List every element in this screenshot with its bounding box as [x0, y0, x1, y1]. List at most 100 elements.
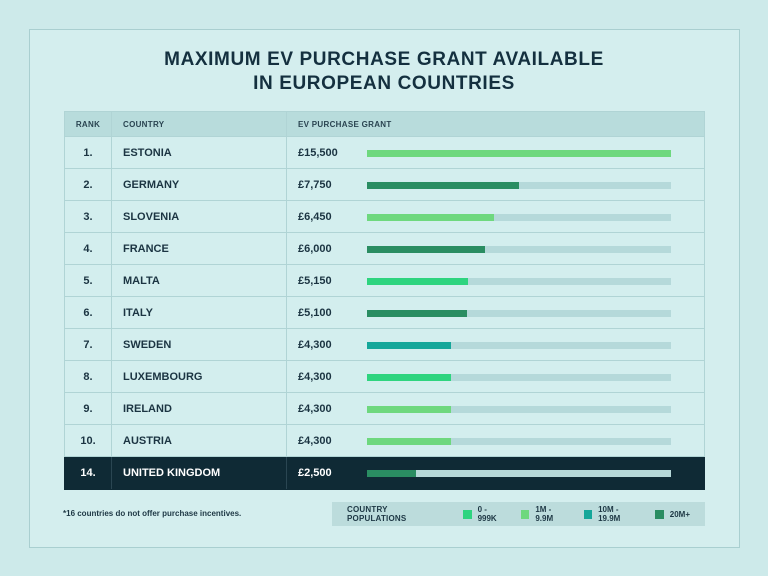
grant-value: £4,300 [298, 402, 332, 415]
grant-cell: £4,300 [287, 361, 704, 392]
table-row: 1. ESTONIA £15,500 [64, 137, 705, 169]
header-grant: EV PURCHASE GRANT [298, 119, 392, 129]
grant-value: £15,500 [298, 146, 338, 159]
rank-cell: 9. [65, 393, 112, 424]
table-row: 6. ITALY £5,100 [64, 297, 705, 329]
country-cell: SWEDEN [112, 329, 287, 360]
bar-sweden [367, 341, 451, 349]
legend-swatch [583, 509, 593, 519]
country-cell: FRANCE [112, 233, 287, 264]
country-cell: LUXEMBOURG [112, 361, 287, 392]
bar-estonia [367, 149, 671, 157]
rank-cell: 5. [65, 265, 112, 296]
grant-value: £5,100 [298, 306, 332, 319]
table-row: 10. AUSTRIA £4,300 [64, 425, 705, 457]
legend: COUNTRY POPULATIONS 0 - 999K 1M - 9.9M 10M… [332, 502, 705, 526]
country-cell: ESTONIA [112, 137, 287, 168]
bar-track [367, 213, 671, 221]
legend-label: 20M+ [669, 509, 690, 519]
header-rank: RANK [65, 112, 112, 136]
bar-track [367, 309, 671, 317]
rank-cell: 7. [65, 329, 112, 360]
grant-cell: £4,300 [287, 425, 704, 456]
grant-cell: £5,100 [287, 297, 704, 328]
title-line-2: IN EUROPEAN COUNTRIES [253, 73, 515, 94]
bar-luxembourg [367, 373, 451, 381]
table-row: 2. GERMANY £7,750 [64, 169, 705, 201]
bar-malta [367, 277, 468, 285]
table-row: 5. MALTA £5,150 [64, 265, 705, 297]
grant-cell: £6,000 [287, 233, 704, 264]
grant-value: £4,300 [298, 338, 332, 351]
rank-cell: 3. [65, 201, 112, 232]
bar-united-kingdom [367, 470, 416, 477]
legend-swatch [463, 509, 472, 519]
bar-track [367, 181, 671, 189]
table-row: 9. IRELAND £4,300 [64, 393, 705, 425]
grant-value: £6,000 [298, 242, 332, 255]
legend-item: 20M+ [654, 509, 690, 519]
legend-label: 1M - 9.9M [535, 505, 554, 523]
legend-item: 1M - 9.9M [520, 505, 569, 523]
bar-track [367, 405, 671, 413]
grant-value: £7,750 [298, 178, 332, 191]
grant-cell: £7,750 [287, 169, 704, 200]
grant-cell: £2,500 [287, 457, 704, 489]
legend-swatch [654, 509, 664, 519]
legend-swatch [520, 509, 530, 519]
table-row: 7. SWEDEN £4,300 [64, 329, 705, 361]
legend-item: 10M - 19.9M [583, 505, 640, 523]
grant-value: £2,500 [298, 467, 332, 479]
bar-track [367, 245, 671, 253]
bar-track [367, 277, 671, 285]
rank-cell: 8. [65, 361, 112, 392]
table-header: RANK COUNTRY EV PURCHASE GRANT [64, 111, 705, 137]
bar-slovenia [367, 213, 494, 221]
legend-label: 10M - 19.9M [598, 505, 621, 523]
grant-value: £4,300 [298, 370, 332, 383]
bar-italy [367, 309, 467, 317]
legend-title: COUNTRY POPULATIONS [347, 505, 407, 523]
country-cell: IRELAND [112, 393, 287, 424]
grant-value: £6,450 [298, 210, 332, 223]
rank-cell: 14. [65, 457, 112, 489]
grant-value: £5,150 [298, 274, 332, 287]
title-line-1: MAXIMUM EV PURCHASE GRANT AVAILABLE [164, 49, 604, 70]
rank-cell: 6. [65, 297, 112, 328]
legend-item: 0 - 999K [463, 505, 506, 523]
grant-cell: £15,500 [287, 137, 704, 168]
bar-track [367, 437, 671, 445]
bar-france [367, 245, 485, 253]
chart-title: MAXIMUM EV PURCHASE GRANT AVAILABLE IN E… [0, 48, 768, 96]
table-body: 1. ESTONIA £15,500 2. GERMANY £7,750 3. SLOVENI… [64, 137, 705, 490]
grant-cell: £5,150 [287, 265, 704, 296]
country-cell: MALTA [112, 265, 287, 296]
legend-items: 0 - 999K 1M - 9.9M 10M - 19.9M 20M+ [463, 505, 705, 523]
grant-table: RANK COUNTRY EV PURCHASE GRANT 1. ESTONIA… [64, 111, 705, 490]
bar-austria [367, 437, 451, 445]
legend-label: 0 - 999K [477, 505, 497, 523]
bar-track [367, 373, 671, 381]
grant-cell: £4,300 [287, 329, 704, 360]
table-row: 8. LUXEMBOURG £4,300 [64, 361, 705, 393]
table-row: 14. UNITED KINGDOM £2,500 [64, 457, 705, 490]
grant-cell: £4,300 [287, 393, 704, 424]
table-row: 4. FRANCE £6,000 [64, 233, 705, 265]
rank-cell: 10. [65, 425, 112, 456]
bar-germany [367, 181, 519, 189]
rank-cell: 2. [65, 169, 112, 200]
footnote: *16 countries do not offer purchase ince… [63, 509, 242, 518]
country-cell: UNITED KINGDOM [112, 457, 287, 489]
rank-cell: 4. [65, 233, 112, 264]
country-cell: AUSTRIA [112, 425, 287, 456]
rank-cell: 1. [65, 137, 112, 168]
table-row: 3. SLOVENIA £6,450 [64, 201, 705, 233]
header-country: COUNTRY [112, 112, 287, 136]
grant-value: £4,300 [298, 434, 332, 447]
bar-track [367, 341, 671, 349]
country-cell: GERMANY [112, 169, 287, 200]
bar-track [367, 149, 671, 157]
country-cell: ITALY [112, 297, 287, 328]
bar-ireland [367, 405, 451, 413]
bar-track [367, 470, 671, 477]
